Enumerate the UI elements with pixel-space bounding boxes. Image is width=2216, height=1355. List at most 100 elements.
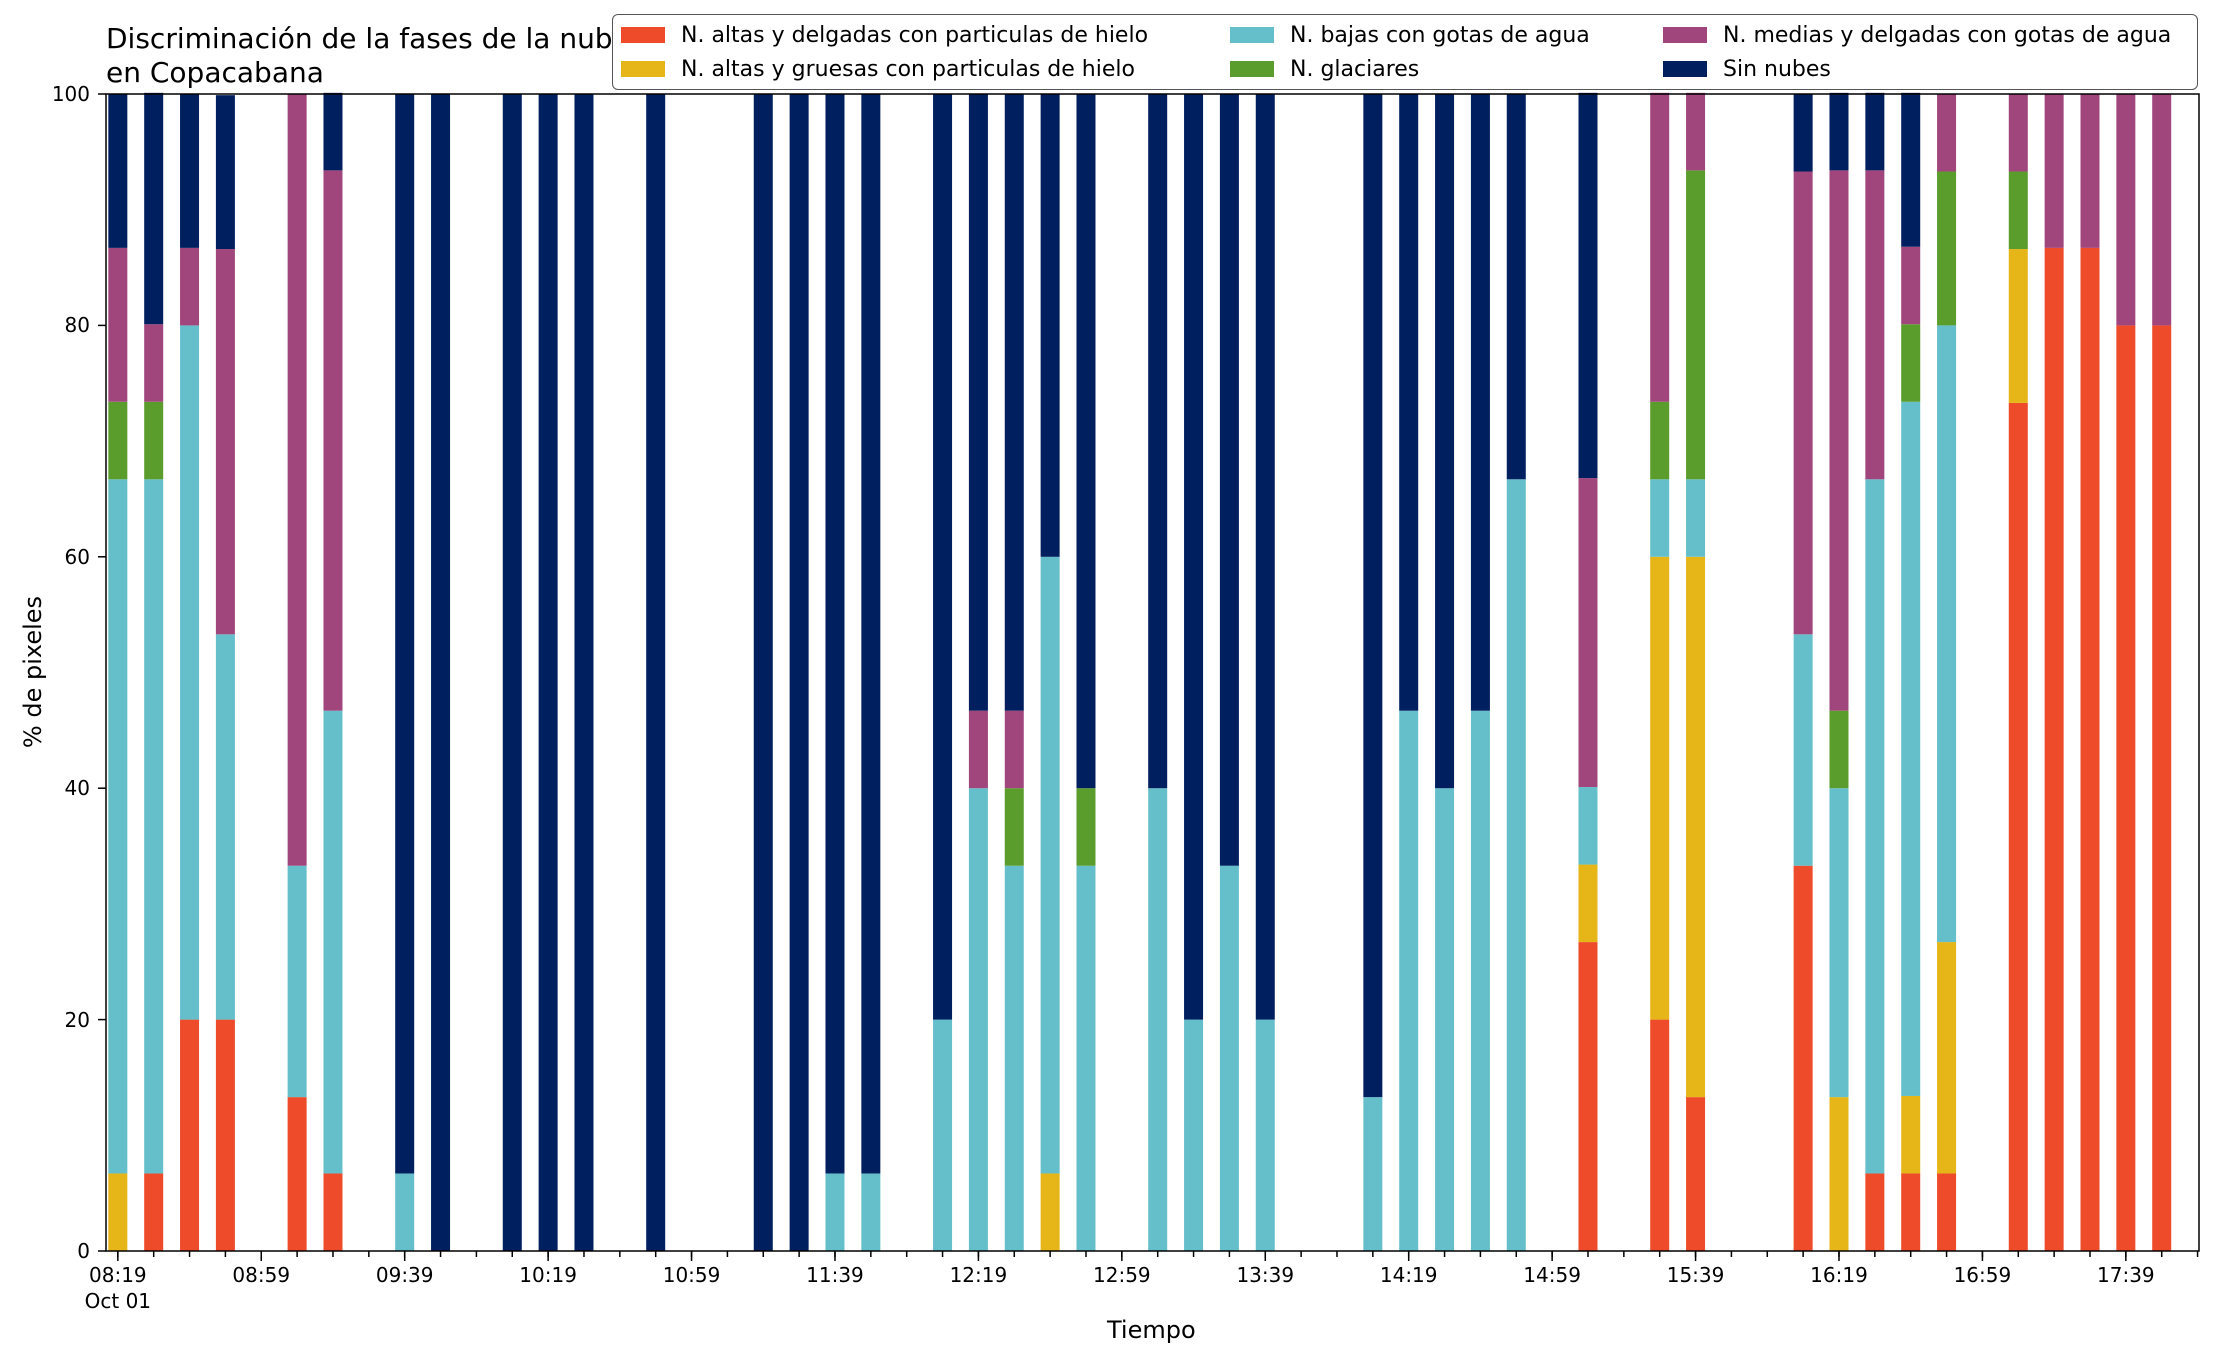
bar-segment [144, 1173, 164, 1251]
bar-segment [1076, 865, 1096, 1251]
bar-segment [1578, 92, 1598, 479]
bar-segment [2008, 402, 2028, 1251]
bar-segment [1829, 170, 1849, 711]
bar-segment [825, 1173, 845, 1251]
x-tick-time: 09:39 [375, 1263, 434, 1287]
bar-segment [1578, 864, 1598, 943]
x-tick-label: 13:39 [1236, 1262, 1294, 1288]
legend-label: Sin nubes [1723, 56, 1831, 82]
bar-segment [1829, 92, 1849, 171]
bar-segment [215, 95, 235, 250]
chart-title: Discriminación de la fases de la nube en… [106, 22, 630, 89]
bar-segment [1399, 710, 1419, 1251]
y-tick-label: 60 [64, 544, 90, 569]
x-tick-time: 15:39 [1666, 1263, 1725, 1287]
bar-segment [1937, 171, 1957, 326]
bar-segment [1793, 94, 1813, 172]
bar-segment [215, 249, 235, 635]
x-tick-label: 08:19 Oct 01 [85, 1262, 151, 1314]
legend: N. altas y delgadas con particulas de hi… [612, 14, 2198, 90]
bar-segment [180, 247, 200, 326]
legend-label: N. bajas con gotas de agua [1290, 22, 1590, 48]
bar-segment [1363, 94, 1383, 1098]
x-tick-label: 12:19 [950, 1262, 1008, 1288]
bar-segment [1686, 556, 1706, 1098]
legend-label: N. altas y gruesas con particulas de hie… [681, 56, 1135, 82]
bar-segment [395, 94, 415, 1174]
x-tick-label: 11:39 [806, 1262, 864, 1288]
bar-segment [287, 865, 307, 1098]
bar-segment [2008, 94, 2028, 172]
bar-segment [1937, 942, 1957, 1174]
bar-segment [1506, 479, 1526, 1251]
x-tick-time: 10:19 [519, 1263, 577, 1287]
bar-segment [968, 94, 988, 711]
bar-segment [1435, 94, 1455, 789]
bar-segment [1686, 1097, 1706, 1251]
bar-segment [215, 1019, 235, 1251]
bar-segment [1399, 94, 1419, 711]
legend-item-bajas: N. bajas con gotas de agua [1230, 18, 1590, 52]
y-tick-label: 100 [51, 82, 90, 106]
bar-segment [1470, 710, 1490, 1251]
legend-label: N. altas y delgadas con particulas de hi… [681, 22, 1149, 48]
bar-segment [1901, 1173, 1921, 1251]
x-tick-label: 16:19 [1810, 1262, 1868, 1288]
bar-segment [180, 325, 200, 1020]
bar-segment [1901, 246, 1921, 325]
legend-item-alta-gruesa: N. altas y gruesas con particulas de hie… [621, 52, 1135, 86]
bar-segment [395, 1173, 415, 1251]
y-tick-label: 80 [64, 313, 90, 338]
bar-segment [1076, 788, 1096, 866]
bar-segment [323, 170, 343, 711]
bar-segment [108, 1173, 128, 1251]
legend-swatch [1230, 61, 1274, 77]
bar-segment [1865, 92, 1885, 171]
legend-label: N. medias y delgadas con gotas de agua [1723, 22, 2172, 48]
bar-segment [1829, 1097, 1849, 1251]
x-tick-label: 09:39 [376, 1262, 434, 1288]
x-tick-label: 10:19 [519, 1262, 577, 1288]
legend-item-glaciares: N. glaciares [1230, 52, 1419, 86]
bar-segment [861, 94, 881, 1174]
bar-segment [323, 1173, 343, 1251]
bar-segment [1578, 478, 1598, 788]
bar-segment [2080, 247, 2100, 1252]
bar-segment [1578, 942, 1598, 1251]
x-tick-label: 14:19 [1380, 1262, 1438, 1288]
bar-segment [180, 94, 200, 248]
x-tick-label: 14:59 [1523, 1262, 1581, 1288]
bar-segment [1650, 401, 1670, 480]
bar-segment [1793, 634, 1813, 866]
bar-segment [108, 479, 128, 1174]
legend-swatch [1663, 27, 1707, 43]
legend-item-sin-nubes: Sin nubes [1663, 52, 1831, 86]
bar-segment [1363, 1097, 1383, 1251]
bar-segment [1650, 92, 1670, 402]
x-tick-label: 17:39 [2097, 1262, 2155, 1288]
bar-segment [1686, 479, 1706, 557]
bar-segment [1793, 171, 1813, 635]
bar-segment [2152, 94, 2172, 326]
bar-segment [1793, 865, 1813, 1251]
bar-segment [1470, 94, 1490, 711]
bar-segment [1901, 1095, 1921, 1174]
bar-segment [1901, 324, 1921, 402]
bar-segment [2044, 247, 2064, 1252]
bar-segment [323, 710, 343, 1174]
bar-segment [144, 479, 164, 1174]
bar-segment [968, 710, 988, 789]
y-axis-label: % de pixeles [19, 595, 47, 749]
bar-segment [1937, 94, 1957, 172]
bar-segment [431, 94, 451, 1251]
bar-segment [1829, 788, 1849, 1098]
bar-segment [753, 94, 773, 1251]
bar-segment [1435, 788, 1455, 1251]
bar-segment [1040, 556, 1060, 1174]
bar-segment [2008, 171, 2028, 250]
bar-segment [1937, 325, 1957, 943]
bar-segment [1650, 1019, 1670, 1251]
x-tick-time: 16:19 [1810, 1263, 1868, 1287]
bar-segment [574, 94, 594, 1251]
